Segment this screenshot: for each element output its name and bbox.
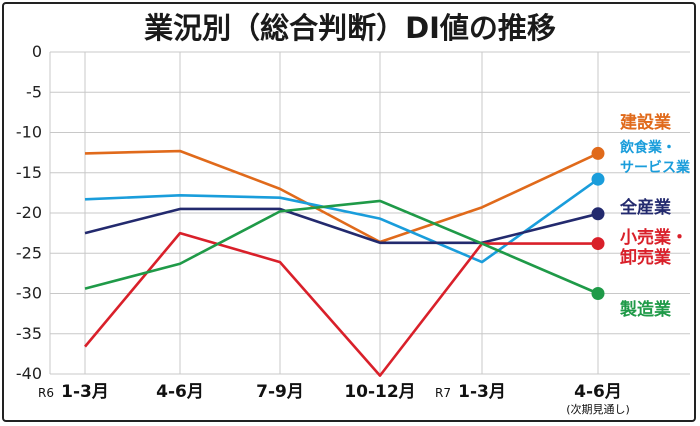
series-line	[84, 178, 599, 264]
gridlines	[49, 51, 690, 375]
y-tick-label: -10	[16, 123, 42, 142]
series-lines	[84, 146, 605, 377]
series-label: 小売業・	[620, 227, 688, 248]
y-tick-label: -35	[16, 324, 42, 343]
x-tick-label: 4-6月	[574, 382, 622, 402]
y-tick-label: -40	[16, 364, 42, 383]
x-tick-label: 4-6月	[156, 382, 204, 402]
series-label: 飲食業・	[619, 139, 676, 156]
series-end-marker	[591, 207, 605, 221]
x-tick-note: (次期見通し)	[566, 402, 630, 416]
y-axis-ticks: 0 -5 -10 -15 -20 -25 -30 -35 -40	[16, 42, 42, 383]
series-line	[84, 207, 599, 245]
series-label: サービス業	[620, 159, 691, 176]
series-label: 卸売業	[620, 247, 671, 268]
series-line	[84, 199, 599, 295]
y-tick-label: -15	[16, 163, 42, 182]
series-end-marker	[591, 146, 605, 160]
series-line	[84, 149, 599, 244]
series-label: 製造業	[619, 299, 671, 320]
x-tick-prefix: R7	[435, 386, 451, 400]
y-tick-label: -20	[16, 203, 42, 222]
x-tick-label: 1-3月	[458, 382, 506, 402]
x-tick-label: 1-3月	[61, 382, 109, 402]
series-line	[84, 231, 598, 377]
x-tick-label: 7-9月	[256, 382, 304, 402]
series-label: 建設業	[620, 112, 671, 133]
chart-title: 業況別（総合判断）DI値の推移	[144, 11, 556, 45]
series-end-marker	[591, 237, 605, 251]
series-end-marker	[591, 172, 605, 186]
x-tick-label: 10-12月	[344, 382, 415, 402]
y-tick-label: -25	[16, 243, 42, 262]
series-label: 全産業	[619, 197, 671, 218]
y-tick-label: 0	[32, 42, 42, 61]
series-end-marker	[591, 287, 605, 300]
x-tick-prefix: R6	[38, 386, 54, 400]
y-tick-label: -5	[26, 82, 42, 101]
y-tick-label: -30	[16, 284, 42, 303]
